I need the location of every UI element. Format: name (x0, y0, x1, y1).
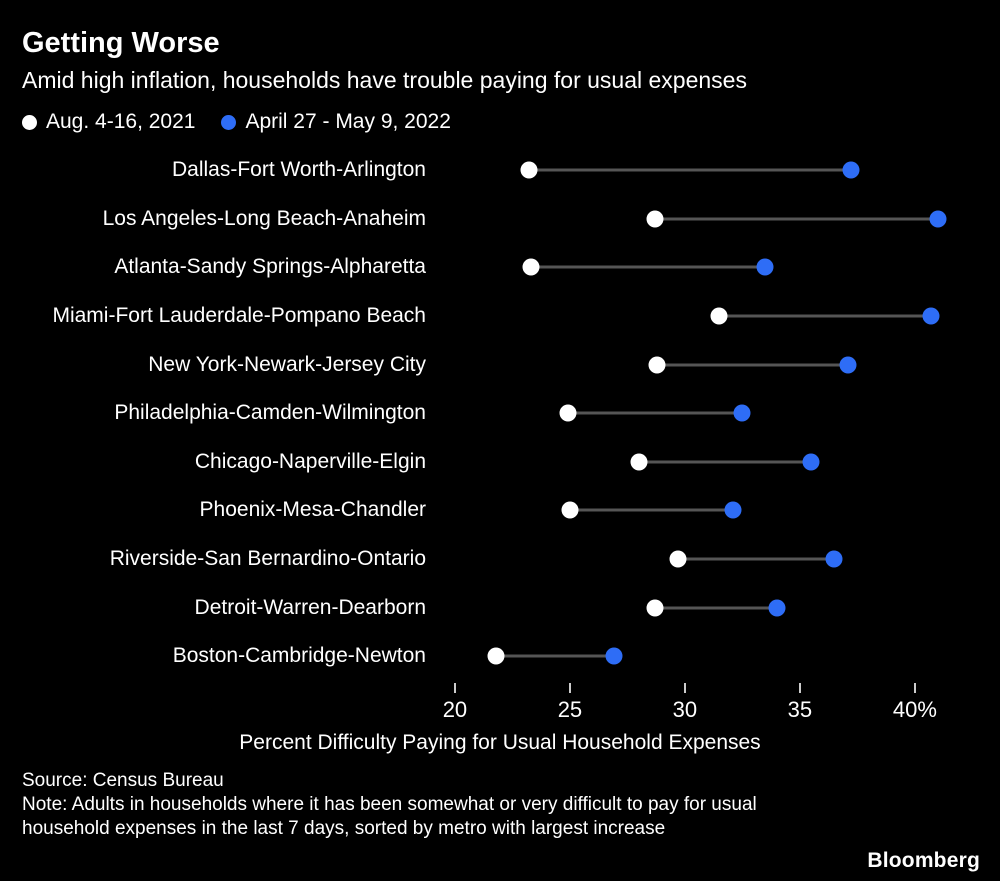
row-plot-area (440, 243, 1000, 292)
connector-line (496, 654, 614, 658)
category-label: Riverside-San Bernardino-Ontario (109, 547, 426, 571)
dot-2021-icon (710, 307, 728, 325)
row-plot-area (440, 583, 1000, 632)
chart-row: Miami-Fort Lauderdale-Pompano Beach (0, 292, 1000, 341)
connector-line (655, 606, 777, 610)
axis-tick-label: 30 (672, 696, 698, 722)
legend: Aug. 4-16, 2021 April 27 - May 9, 2022 (22, 110, 978, 134)
dot-2022-icon (839, 356, 857, 374)
row-plot-area (440, 389, 1000, 438)
dumbbell-chart: Dallas-Fort Worth-Arlington Los Angeles-L… (0, 146, 1000, 681)
chart-row: Boston-Cambridge-Newton (0, 632, 1000, 681)
axis-tick-label: 25 (557, 696, 583, 722)
dot-2021-icon (487, 647, 505, 665)
axis-tick-mark (453, 682, 456, 693)
category-label: Los Angeles-Long Beach-Anaheim (102, 206, 426, 230)
chart-row: Chicago-Naperville-Elgin (0, 438, 1000, 487)
connector-line (567, 411, 743, 415)
axis-tick-mark (913, 682, 916, 693)
category-label: Phoenix-Mesa-Chandler (199, 498, 426, 522)
axis-tick-label: 20 (442, 696, 468, 722)
connector-line (638, 460, 812, 464)
dot-2021-icon (520, 161, 538, 179)
dot-2021-icon (559, 404, 577, 422)
connector-line (530, 265, 766, 269)
connector-line (528, 168, 851, 172)
dot-2021-icon (646, 599, 664, 617)
chart-row: Atlanta-Sandy Springs-Alpharetta (0, 243, 1000, 292)
dot-2022-icon (922, 307, 940, 325)
dot-2021-icon (561, 501, 579, 519)
row-plot-area (440, 340, 1000, 389)
axis-tick-mark (798, 682, 801, 693)
legend-label-2021: Aug. 4-16, 2021 (46, 110, 196, 133)
legend-dot-2021-icon (22, 114, 37, 130)
row-plot-area (440, 535, 1000, 584)
dot-2022-icon (768, 599, 786, 617)
chart-row: Dallas-Fort Worth-Arlington (0, 146, 1000, 195)
axis-tick-label: 40% (892, 696, 937, 722)
connector-line (569, 508, 734, 512)
category-label: Chicago-Naperville-Elgin (194, 449, 426, 473)
legend-item-2021: Aug. 4-16, 2021 (22, 110, 195, 134)
chart-header: Getting Worse Amid high inflation, house… (0, 0, 1000, 134)
category-label: Boston-Cambridge-Newton (172, 644, 426, 668)
row-plot-area (440, 292, 1000, 341)
row-plot-area (440, 438, 1000, 487)
category-label: Philadelphia-Camden-Wilmington (114, 401, 426, 425)
category-label: Miami-Fort Lauderdale-Pompano Beach (52, 304, 426, 328)
page-title: Getting Worse (22, 27, 220, 59)
dot-2022-icon (724, 501, 742, 519)
dot-2021-icon (630, 453, 648, 471)
x-axis-title: Percent Difficulty Paying for Usual Hous… (239, 730, 761, 754)
connector-line (719, 314, 931, 318)
row-plot-area (440, 146, 1000, 195)
chart-row: Riverside-San Bernardino-Ontario (0, 535, 1000, 584)
chart-footer: Source: Census Bureau Note: Adults in ho… (0, 755, 1000, 841)
axis-tick-label: 35 (787, 696, 813, 722)
chart-row: Los Angeles-Long Beach-Anaheim (0, 195, 1000, 244)
x-axis: 20 25 30 35 40% (440, 681, 1000, 729)
dot-2022-icon (756, 258, 774, 276)
row-plot-area (440, 632, 1000, 681)
dot-2022-icon (842, 161, 859, 179)
connector-line (678, 557, 835, 561)
dot-2022-icon (733, 404, 751, 422)
chart-row: Phoenix-Mesa-Chandler (0, 486, 1000, 535)
bloomberg-logo: Bloomberg (867, 849, 980, 872)
legend-dot-2022-icon (221, 114, 237, 130)
dot-2022-icon (802, 453, 820, 471)
row-plot-area (440, 195, 1000, 244)
dot-2021-icon (522, 258, 540, 276)
legend-label-2022: April 27 - May 9, 2022 (245, 110, 451, 133)
dot-2021-icon (648, 356, 666, 374)
axis-tick-mark (568, 682, 571, 693)
page-subtitle: Amid high inflation, households have tro… (22, 67, 747, 93)
dot-2021-icon (669, 550, 687, 568)
legend-item-2022: April 27 - May 9, 2022 (221, 110, 451, 134)
connector-line (657, 363, 849, 367)
category-label: New York-Newark-Jersey City (148, 352, 426, 376)
chart-row: Philadelphia-Camden-Wilmington (0, 389, 1000, 438)
chart-row: New York-Newark-Jersey City (0, 340, 1000, 389)
dot-2022-icon (929, 210, 947, 228)
note-text: Note: Adults in households where it has … (22, 793, 757, 839)
axis-tick-mark (683, 682, 686, 693)
category-label: Atlanta-Sandy Springs-Alpharetta (114, 255, 426, 279)
source-text: Source: Census Bureau (22, 769, 224, 791)
chart-row: Detroit-Warren-Dearborn (0, 583, 1000, 632)
category-label: Detroit-Warren-Dearborn (194, 595, 426, 619)
dot-2022-icon (605, 647, 623, 665)
connector-line (655, 217, 938, 221)
category-label: Dallas-Fort Worth-Arlington (171, 158, 426, 182)
row-plot-area (440, 486, 1000, 535)
dot-2021-icon (646, 210, 664, 228)
dot-2022-icon (825, 550, 843, 568)
